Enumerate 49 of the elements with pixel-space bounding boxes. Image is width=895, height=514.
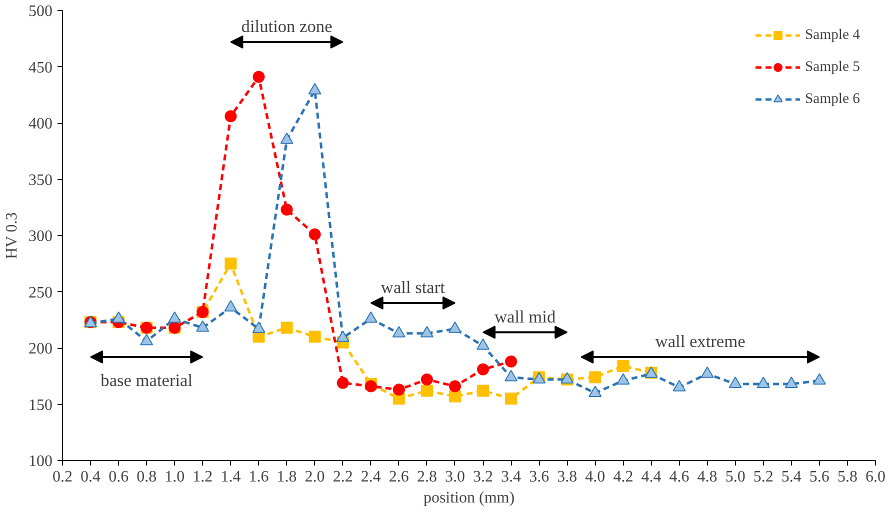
y-tick-label: 300 xyxy=(28,228,52,245)
x-tick-label: 5.8 xyxy=(837,468,858,486)
x-tick-label: 5.2 xyxy=(753,468,774,486)
x-tick-label: 5.0 xyxy=(725,468,746,486)
x-tick-label: 4.6 xyxy=(669,468,690,486)
y-tick-label: 200 xyxy=(28,340,52,358)
y-tick-label: 450 xyxy=(28,59,52,76)
x-tick-label: 4.8 xyxy=(697,468,718,486)
x-tick-label: 3.6 xyxy=(529,468,550,486)
legend-label: Sample 5 xyxy=(805,58,860,76)
annotation: wall extreme xyxy=(655,332,746,351)
x-tick-label: 1.6 xyxy=(248,468,269,486)
y-tick-label: 400 xyxy=(28,116,52,132)
legend-label: Sample 6 xyxy=(805,90,860,108)
x-tick-label: 5.4 xyxy=(781,468,802,486)
x-tick-label: 3.0 xyxy=(444,468,465,486)
x-tick-label: 1.0 xyxy=(164,468,185,486)
x-tick-label: 2.8 xyxy=(416,468,437,486)
x-tick-label: 0.8 xyxy=(136,468,157,486)
x-tick-label: 5.6 xyxy=(809,468,830,486)
x-tick-label: 2.2 xyxy=(332,468,353,486)
x-tick-label: 3.2 xyxy=(473,468,494,486)
annotation: dilution zone xyxy=(241,17,333,36)
x-tick-label: 2.4 xyxy=(360,468,381,486)
x-axis-title: position (mm) xyxy=(423,490,515,506)
x-tick-label: 3.4 xyxy=(501,468,522,486)
annotation: wall mid xyxy=(494,307,556,326)
y-tick-label: 100 xyxy=(28,453,52,470)
y-axis-title: HV 0.3 xyxy=(4,212,20,260)
x-tick-label: 4.0 xyxy=(585,468,606,486)
y-tick-label: 150 xyxy=(28,396,52,414)
x-tick-label: 2.6 xyxy=(388,468,409,486)
y-tick-label: 500 xyxy=(28,3,52,20)
x-tick-label: 2.0 xyxy=(304,468,325,486)
x-tick-label: 0.2 xyxy=(52,468,72,486)
x-tick-label: 0.6 xyxy=(108,468,129,486)
x-tick-label: 1.8 xyxy=(276,468,297,486)
x-tick-label: 0.4 xyxy=(80,468,101,486)
annotation: base material xyxy=(100,371,193,390)
x-tick-label: 1.4 xyxy=(220,468,241,486)
x-tick-label: 6.0 xyxy=(866,468,886,486)
y-tick-label: 350 xyxy=(28,172,52,189)
y-tick-label: 250 xyxy=(28,284,52,302)
legend-label: Sample 4 xyxy=(805,26,860,44)
x-tick-label: 4.4 xyxy=(641,468,662,486)
x-tick-label: 1.2 xyxy=(192,468,213,486)
annotation: wall start xyxy=(380,278,446,297)
x-tick-label: 3.8 xyxy=(557,468,578,486)
x-tick-label: 4.2 xyxy=(613,468,634,486)
